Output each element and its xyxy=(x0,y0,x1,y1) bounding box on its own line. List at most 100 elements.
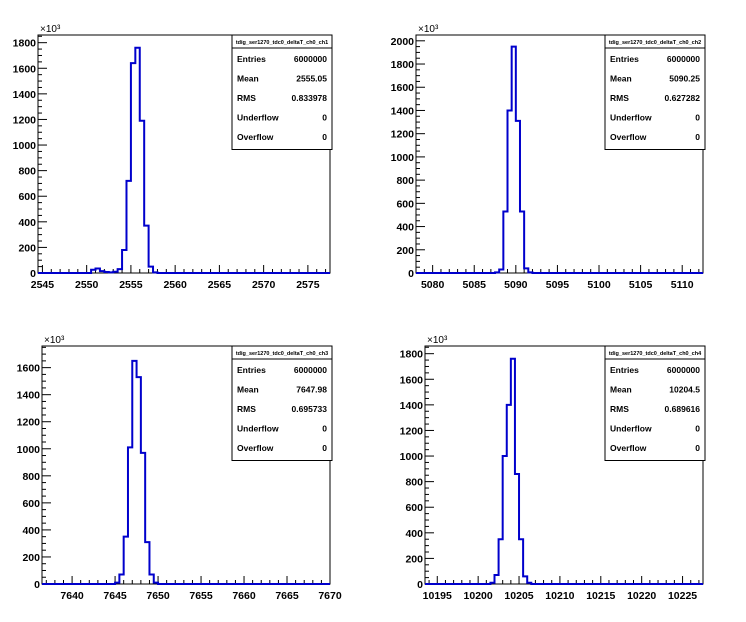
y-tick-label: 0 xyxy=(417,579,423,591)
stats-box: tdig_ser1270_tdc0_deltaT_ch0_ch1 Entries 6… xyxy=(231,34,333,150)
stats-value: 0 xyxy=(695,113,700,123)
stats-value: 5090.25 xyxy=(669,74,700,84)
x-tick-label: 2575 xyxy=(296,279,320,291)
y-tick-label: 1600 xyxy=(400,374,424,386)
y-tick-label: 800 xyxy=(396,175,414,187)
y-tick-label: 1800 xyxy=(400,349,424,361)
x-tick-label: 5085 xyxy=(463,279,487,291)
stats-value: 2555.05 xyxy=(296,74,327,84)
x-tick-label: 7655 xyxy=(189,590,213,602)
y-exponent-label: ×10³ xyxy=(427,335,448,346)
stats-title: tdig_ser1270_tdc0_deltaT_ch0_ch1 xyxy=(236,40,328,46)
stats-label: Overflow xyxy=(237,443,274,453)
x-tick-label: 10215 xyxy=(586,590,615,602)
stats-value: 0 xyxy=(322,443,327,453)
stats-box: tdig_ser1270_tdc0_deltaT_ch0_ch2 Entries 6… xyxy=(604,34,706,150)
x-tick-label: 7660 xyxy=(232,590,256,602)
x-tick-label: 5105 xyxy=(629,279,653,291)
stats-value: 0 xyxy=(322,113,327,123)
y-tick-label: 200 xyxy=(405,553,423,565)
stats-title: tdig_ser1270_tdc0_deltaT_ch0_ch3 xyxy=(236,351,328,357)
y-tick-label: 400 xyxy=(396,222,414,234)
stats-value: 6000000 xyxy=(294,365,327,375)
y-exponent-label: ×10³ xyxy=(418,24,439,35)
y-exponent-label: ×10³ xyxy=(40,24,61,35)
stats-label: Entries xyxy=(237,54,266,64)
x-tick-label: 5090 xyxy=(504,279,528,291)
x-tick-label: 10210 xyxy=(545,590,574,602)
x-tick-label: 5100 xyxy=(587,279,611,291)
y-tick-label: 1400 xyxy=(13,89,37,101)
stats-label: RMS xyxy=(610,93,629,103)
stats-label: Entries xyxy=(610,54,639,64)
stats-label: Underflow xyxy=(610,424,652,434)
x-tick-label: 10225 xyxy=(668,590,697,602)
stats-label: Mean xyxy=(237,74,259,84)
histogram-panel-2: 5080 5085 5090 5095 5100 5105 5110 0 200 400 600 80… xyxy=(391,24,706,291)
stats-label: RMS xyxy=(610,404,629,414)
y-tick-label: 600 xyxy=(18,191,36,203)
stats-box-frame xyxy=(604,34,706,150)
x-tick-label: 10195 xyxy=(423,590,452,602)
histogram-line xyxy=(416,45,703,274)
x-tick-label: 10200 xyxy=(464,590,493,602)
x-tick-label: 7650 xyxy=(146,590,170,602)
y-tick-label: 1000 xyxy=(391,152,415,164)
stats-label: Mean xyxy=(610,385,632,395)
y-tick-label: 1800 xyxy=(13,38,37,50)
y-tick-label: 1000 xyxy=(400,451,424,463)
x-tick-label: 2565 xyxy=(208,279,232,291)
y-tick-label: 600 xyxy=(22,498,40,510)
y-tick-label: 1400 xyxy=(17,390,41,402)
x-tick-label: 5080 xyxy=(421,279,445,291)
stats-box-frame xyxy=(604,345,706,461)
y-tick-label: 200 xyxy=(396,245,414,257)
x-tick-label: 5110 xyxy=(671,279,694,291)
y-tick-label: 1400 xyxy=(400,400,424,412)
histogram-line xyxy=(38,46,330,274)
stats-box-frame xyxy=(231,34,333,150)
x-tick-label: 10220 xyxy=(627,590,656,602)
y-tick-label: 1000 xyxy=(17,444,41,456)
y-tick-label: 800 xyxy=(18,166,36,178)
y-exponent-label: ×10³ xyxy=(44,335,65,346)
stats-label: Mean xyxy=(237,385,259,395)
y-tick-label: 600 xyxy=(405,502,423,514)
histogram-panel-1: 2545 2550 2555 2560 2565 2570 2575 0 200 400 600 80… xyxy=(13,24,333,291)
stats-label: Overflow xyxy=(237,132,274,142)
y-tick-label: 1600 xyxy=(391,82,415,94)
y-tick-label: 400 xyxy=(405,528,423,540)
histogram-panel-4: 10195 10200 10205 10210 10215 10220 10225 0 200 4… xyxy=(400,335,706,602)
y-tick-label: 400 xyxy=(22,525,40,537)
x-tick-label: 2570 xyxy=(252,279,276,291)
stats-label: Entries xyxy=(237,365,266,375)
y-tick-label: 0 xyxy=(408,268,414,280)
stats-title: tdig_ser1270_tdc0_deltaT_ch0_ch2 xyxy=(609,40,701,46)
y-tick-label: 2000 xyxy=(391,36,415,48)
stats-label: Underflow xyxy=(237,113,279,123)
histogram-line xyxy=(425,357,703,585)
stats-value: 0 xyxy=(695,132,700,142)
stats-label: RMS xyxy=(237,93,256,103)
stats-value: 6000000 xyxy=(294,54,327,64)
histogram-panel-3: 7640 7645 7650 7655 7660 7665 7670 0 200 400 600 80… xyxy=(17,335,342,602)
stats-label: Overflow xyxy=(610,443,647,453)
stats-label: Mean xyxy=(610,74,632,84)
stats-value: 0.689616 xyxy=(665,404,701,414)
histogram-line xyxy=(42,359,330,585)
stats-value: 0 xyxy=(695,443,700,453)
stats-value: 6000000 xyxy=(667,54,700,64)
x-tick-label: 10205 xyxy=(504,590,533,602)
x-tick-label: 7670 xyxy=(318,590,342,602)
stats-value: 0.627282 xyxy=(665,93,701,103)
y-tick-label: 200 xyxy=(18,242,36,254)
x-tick-label: 2545 xyxy=(31,279,55,291)
stats-box-frame xyxy=(231,345,333,461)
y-tick-label: 1200 xyxy=(13,114,37,126)
stats-value: 10204.5 xyxy=(669,385,700,395)
y-tick-label: 800 xyxy=(22,471,40,483)
x-tick-label: 5095 xyxy=(546,279,570,291)
y-tick-label: 1200 xyxy=(400,425,424,437)
y-tick-label: 600 xyxy=(396,198,414,210)
